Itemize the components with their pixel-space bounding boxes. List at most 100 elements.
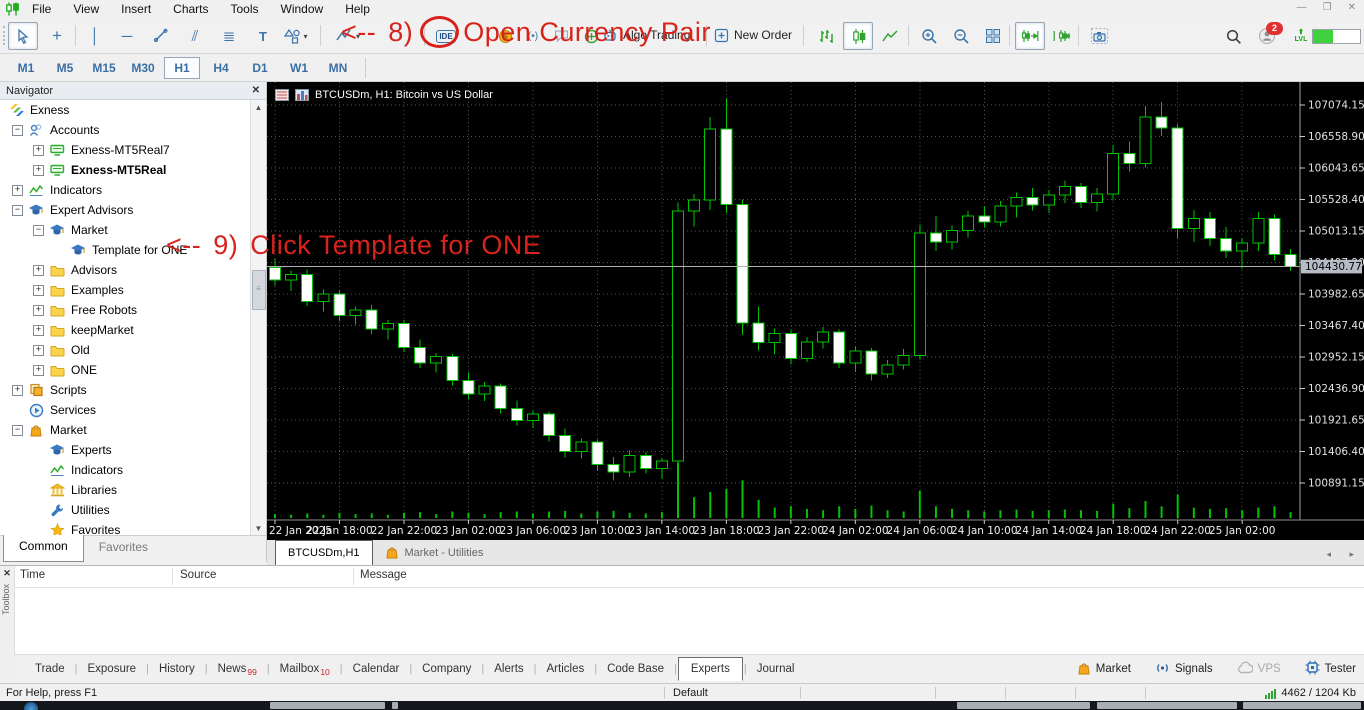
menu-tools[interactable]: Tools [230,2,259,16]
timeframe-h4[interactable]: H4 [213,60,229,75]
timeframe-d1[interactable]: D1 [252,60,268,75]
expand-box-icon[interactable]: + [33,344,44,356]
notifications-profile-icon[interactable]: 2 [1252,22,1283,50]
column-source[interactable]: Source [180,569,217,581]
tree-item-keepmarket[interactable]: + keepMarket [0,320,251,340]
tree-item-libraries[interactable]: Libraries [0,480,251,500]
algo-trading-button[interactable]: Algo Trading [602,22,690,48]
tree-item-accounts[interactable]: − Accounts [0,120,251,140]
navigator-tab-favorites[interactable]: Favorites [98,540,149,554]
tree-item-indicators[interactable]: Indicators [0,460,251,480]
restore-button[interactable]: ❐ [1322,2,1332,13]
menu-view[interactable]: View [73,2,100,16]
scroll-down-icon[interactable]: ▼ [254,524,263,533]
screenshot-camera-icon[interactable] [1084,22,1114,50]
tree-item-indicators[interactable]: + Indicators [0,180,251,200]
cursor-tool-icon[interactable] [8,22,38,50]
timeframe-m30[interactable]: M30 [131,60,155,75]
taskbar-button[interactable] [957,702,1090,709]
crosshair-tool-icon[interactable]: + [52,26,62,45]
expand-box-icon[interactable]: + [33,264,44,276]
column-time[interactable]: Time [20,569,46,581]
zoom-out-icon[interactable] [946,22,976,50]
trendline-tool-icon[interactable] [146,22,176,50]
tab-scroll-arrows[interactable]: ◂ ▸ [1326,549,1362,559]
collapse-box-icon[interactable]: − [12,424,23,436]
timeframe-m15[interactable]: M15 [92,60,116,75]
timeframe-w1[interactable]: W1 [290,60,308,75]
timeframe-m1[interactable]: M1 [17,60,35,75]
collapse-box-icon[interactable]: − [12,204,23,216]
collapse-box-icon[interactable]: − [12,124,23,136]
candlestick-mode-icon[interactable] [843,22,873,50]
toolbox-tab-company[interactable]: Company [413,659,480,679]
tree-item-old[interactable]: + Old [0,340,251,360]
expand-box-icon[interactable]: + [33,164,44,176]
signals-button[interactable]: Signals [1155,661,1213,678]
chat-icon[interactable] [546,22,576,50]
expand-box-icon[interactable]: + [12,184,23,196]
chart-shift-icon[interactable] [1047,22,1077,50]
menu-window[interactable]: Window [280,2,324,16]
taskbar-button[interactable] [1243,702,1361,709]
signals-toolbar-icon[interactable]: (•) [527,30,539,42]
toolbox-tab-exposure[interactable]: Exposure [78,659,145,679]
tree-item-examples[interactable]: + Examples [0,280,251,300]
taskbar-button[interactable] [392,702,398,709]
tree-item-market[interactable]: − Market [0,220,251,240]
tree-item-template-for-one[interactable]: Template for ONE [0,240,251,260]
tree-item-free-robots[interactable]: + Free Robots [0,300,251,320]
market-button[interactable]: Market [1077,661,1131,678]
line-chart-mode-icon[interactable] [875,22,905,50]
expand-box-icon[interactable]: + [33,284,44,296]
tree-item-market[interactable]: − Market [0,420,251,440]
timeframe-m5[interactable]: M5 [56,60,74,75]
toolbox-close-icon[interactable]: ✕ [3,568,11,578]
expand-box-icon[interactable]: + [33,324,44,336]
bar-chart-mode-icon[interactable] [811,22,841,50]
tree-item-expert-advisors[interactable]: − Expert Advisors [0,200,251,220]
vertical-line-tool-icon[interactable]: │ [90,27,100,45]
toolbox-tab-code-base[interactable]: Code Base [598,659,673,679]
toolbox-tab-articles[interactable]: Articles [538,659,594,679]
start-button[interactable] [24,702,38,710]
minimize-button[interactable]: — [1296,2,1307,13]
column-message[interactable]: Message [360,569,407,581]
toolbox-tab-journal[interactable]: Journal [748,659,804,679]
column-separator[interactable] [353,568,354,585]
tree-item-utilities[interactable]: Utilities [0,500,251,520]
menu-help[interactable]: Help [345,2,370,16]
profile-name[interactable]: Default [673,687,708,699]
text-tool-icon[interactable]: T [259,28,267,44]
menu-insert[interactable]: Insert [121,2,152,16]
tree-item-services[interactable]: Services [0,400,251,420]
fibonacci-tool-icon[interactable]: ≣ [222,28,236,45]
add-symbol-icon[interactable] [576,22,606,50]
timeframe-mn[interactable]: MN [328,60,348,75]
tree-item-exness[interactable]: Exness [0,100,251,120]
chart-pane[interactable]: BTCUSDm, H1: Bitcoin vs US Dollar 107074… [267,82,1364,540]
indicators-tool-icon[interactable]: ▾ [327,22,369,50]
level-up-icon[interactable]: ⬆ LVL [1294,29,1308,43]
tree-item-exness-mt5real[interactable]: + Exness-MT5Real [0,160,251,180]
chart-tab-btcusdm-h1[interactable]: BTCUSDm,H1 [275,540,373,565]
timeframe-h1[interactable]: H1 [164,56,200,79]
shapes-tool-icon[interactable]: ▾ [276,22,316,50]
tile-windows-icon[interactable] [978,22,1008,50]
toolbox-tab-trade[interactable]: Trade [26,659,74,679]
tree-item-one[interactable]: + ONE [0,360,251,380]
expand-box-icon[interactable]: + [33,304,44,316]
toolbox-tab-calendar[interactable]: Calendar [344,659,409,679]
toolbox-tab-news[interactable]: News99 [209,659,266,679]
taskbar-button[interactable] [1097,702,1237,709]
candlestick-chart[interactable]: 107074.15 106558.90 106043.65 105528.40 1050… [267,82,1364,540]
menu-file[interactable]: File [32,2,52,16]
tree-item-advisors[interactable]: + Advisors [0,260,251,280]
auto-scroll-icon[interactable] [1015,22,1045,50]
vps-button[interactable]: VPS [1237,661,1281,677]
horizontal-line-tool-icon[interactable]: ─ [121,27,133,45]
channel-tool-icon[interactable]: ⫽ [191,27,199,45]
scrollbar-thumb[interactable]: ≡ [252,270,266,310]
collapse-box-icon[interactable]: − [33,224,44,236]
tree-item-exness-mt5real7[interactable]: + Exness-MT5Real7 [0,140,251,160]
